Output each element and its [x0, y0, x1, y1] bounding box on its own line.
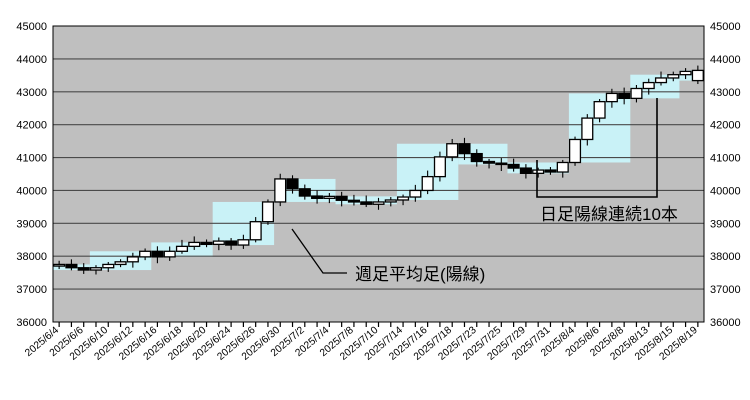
svg-text:40000: 40000 [710, 185, 741, 197]
svg-text:45000: 45000 [16, 21, 47, 33]
svg-text:38000: 38000 [710, 251, 741, 263]
svg-text:36000: 36000 [710, 317, 741, 329]
svg-text:43000: 43000 [16, 87, 47, 99]
svg-text:38000: 38000 [16, 251, 47, 263]
svg-text:37000: 37000 [16, 284, 47, 296]
svg-text:39000: 39000 [16, 218, 47, 230]
svg-text:42000: 42000 [16, 120, 47, 132]
svg-text:44000: 44000 [16, 54, 47, 66]
svg-text:日足陽線連続10本: 日足陽線連続10本 [540, 205, 678, 224]
svg-text:週足平均足(陽線): 週足平均足(陽線) [355, 265, 485, 284]
svg-text:41000: 41000 [710, 153, 741, 165]
svg-text:44000: 44000 [710, 54, 741, 66]
svg-text:39000: 39000 [710, 218, 741, 230]
svg-text:43000: 43000 [710, 87, 741, 99]
svg-text:40000: 40000 [16, 185, 47, 197]
svg-text:37000: 37000 [710, 284, 741, 296]
svg-text:36000: 36000 [16, 317, 47, 329]
svg-text:45000: 45000 [710, 21, 741, 33]
svg-text:42000: 42000 [710, 120, 741, 132]
svg-text:41000: 41000 [16, 153, 47, 165]
